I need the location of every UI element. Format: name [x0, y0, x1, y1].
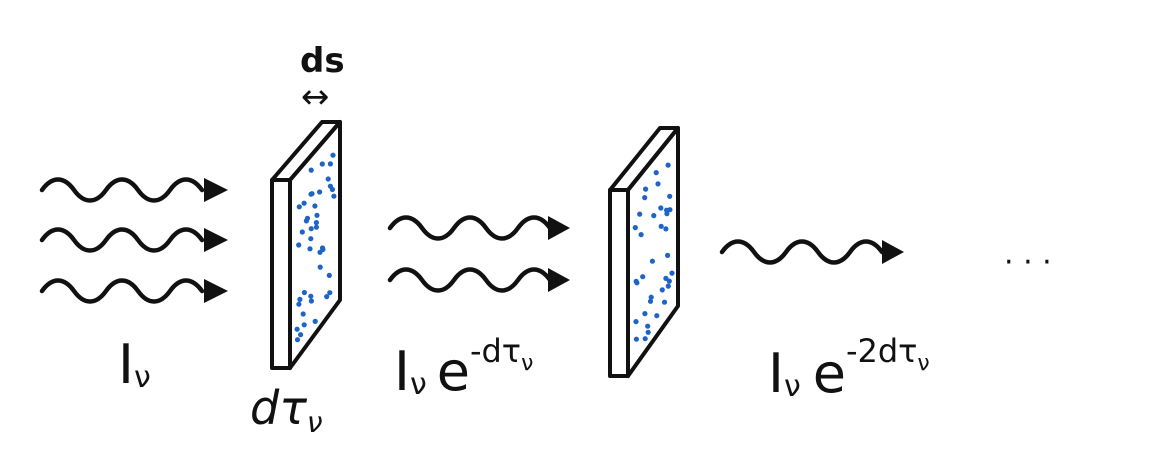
- absorber-dot: [658, 223, 664, 229]
- intensity-label: Iν: [118, 333, 151, 396]
- absorber-dot: [655, 181, 661, 187]
- absorber-dot: [296, 242, 302, 248]
- absorber-dot: [313, 224, 319, 230]
- wave-arrow-icon: [39, 278, 228, 304]
- slab-icon: [608, 126, 680, 378]
- absorber-dot: [642, 195, 648, 201]
- absorber-dot: [326, 272, 332, 278]
- absorber-dot: [667, 207, 673, 213]
- absorber-dot: [633, 336, 640, 342]
- dtau-label: dτν: [250, 381, 323, 439]
- absorber-dot: [658, 205, 664, 211]
- absorber-dot: [331, 193, 337, 199]
- absorber-dot: [317, 264, 323, 270]
- absorber-dot: [649, 258, 656, 264]
- absorber-dot: [645, 329, 651, 335]
- absorber-dot: [298, 332, 304, 338]
- absorber-dot: [663, 226, 669, 232]
- absorber-dot: [308, 298, 314, 304]
- absorber-dot: [319, 245, 326, 251]
- absorber-dot: [634, 280, 640, 286]
- slab-icon: [270, 120, 342, 370]
- incoming-waves: [39, 177, 228, 304]
- ds-arrow: ↔: [301, 77, 330, 117]
- wave-arrow-icon: [39, 227, 228, 253]
- absorber-dot: [665, 283, 671, 289]
- absorber-dot: [303, 218, 309, 224]
- wave-arrow-icon: [719, 239, 904, 265]
- absorber-dot: [314, 212, 320, 218]
- wave-arrow-icon: [387, 267, 570, 293]
- absorber-dot: [637, 211, 643, 217]
- absorber-dot: [651, 213, 657, 219]
- absorber-dot: [329, 186, 335, 193]
- absorber-dot: [661, 299, 668, 305]
- absorber-dot: [640, 274, 646, 280]
- absorber-dot: [647, 298, 654, 304]
- wave-arrow-icon: [39, 177, 228, 203]
- absorber-dot: [308, 293, 314, 299]
- absorber-dot: [294, 337, 301, 343]
- absorber-dot: [666, 278, 672, 284]
- absorber-dot: [297, 296, 303, 302]
- absorber-dot: [317, 189, 323, 195]
- absorber-dot: [638, 232, 644, 238]
- absorber-dot: [327, 290, 333, 296]
- absorber-dot: [312, 318, 318, 324]
- absorber-dot: [648, 294, 654, 300]
- absorber-dot: [633, 319, 639, 325]
- absorber-dot: [301, 322, 307, 328]
- absorber-dot: [313, 220, 319, 226]
- attenuated-intensity-label-1: Iν e-dτν: [394, 332, 533, 403]
- absorber-dot: [301, 200, 307, 206]
- absorber-dot: [308, 226, 314, 232]
- absorber-dot: [325, 176, 331, 182]
- absorber-dot: [299, 229, 305, 235]
- absorber-dot: [669, 270, 675, 276]
- absorber-dot: [301, 289, 307, 296]
- absorber-dot: [317, 249, 323, 255]
- absorber-dot: [642, 311, 648, 317]
- absorber-dot: [665, 252, 671, 258]
- absorber-dot: [294, 326, 300, 332]
- absorber-dot: [645, 323, 651, 329]
- absorber-dot: [642, 336, 648, 342]
- attenuated-waves-1: [387, 215, 570, 293]
- absorber-dot: [300, 311, 306, 317]
- absorber-dot: [324, 294, 330, 300]
- absorber-dot: [312, 203, 318, 209]
- absorber-dot: [664, 211, 670, 217]
- absorber-dot: [653, 170, 659, 176]
- ds-label: ds: [300, 41, 345, 81]
- absorber-dot: [632, 225, 638, 231]
- absorber-dot: [327, 161, 333, 167]
- absorber-dot: [296, 204, 302, 210]
- absorber-dot: [309, 191, 315, 197]
- absorber-dot: [654, 313, 660, 319]
- absorber-dot: [667, 193, 673, 199]
- absorber-dot: [308, 236, 314, 242]
- absorber-dot: [308, 167, 314, 173]
- absorber-dot: [296, 301, 302, 307]
- absorber-dot: [330, 152, 336, 158]
- absorber-dot: [665, 162, 671, 168]
- attenuated-intensity-label-2: Iν e-2dτν: [768, 332, 930, 405]
- absorber-dot: [307, 246, 313, 252]
- wave-arrow-icon: [387, 215, 570, 241]
- absorber-dot: [319, 161, 325, 167]
- absorber-dot: [643, 186, 649, 192]
- ellipsis: · · ·: [1004, 245, 1052, 280]
- absorber-dot: [659, 287, 665, 293]
